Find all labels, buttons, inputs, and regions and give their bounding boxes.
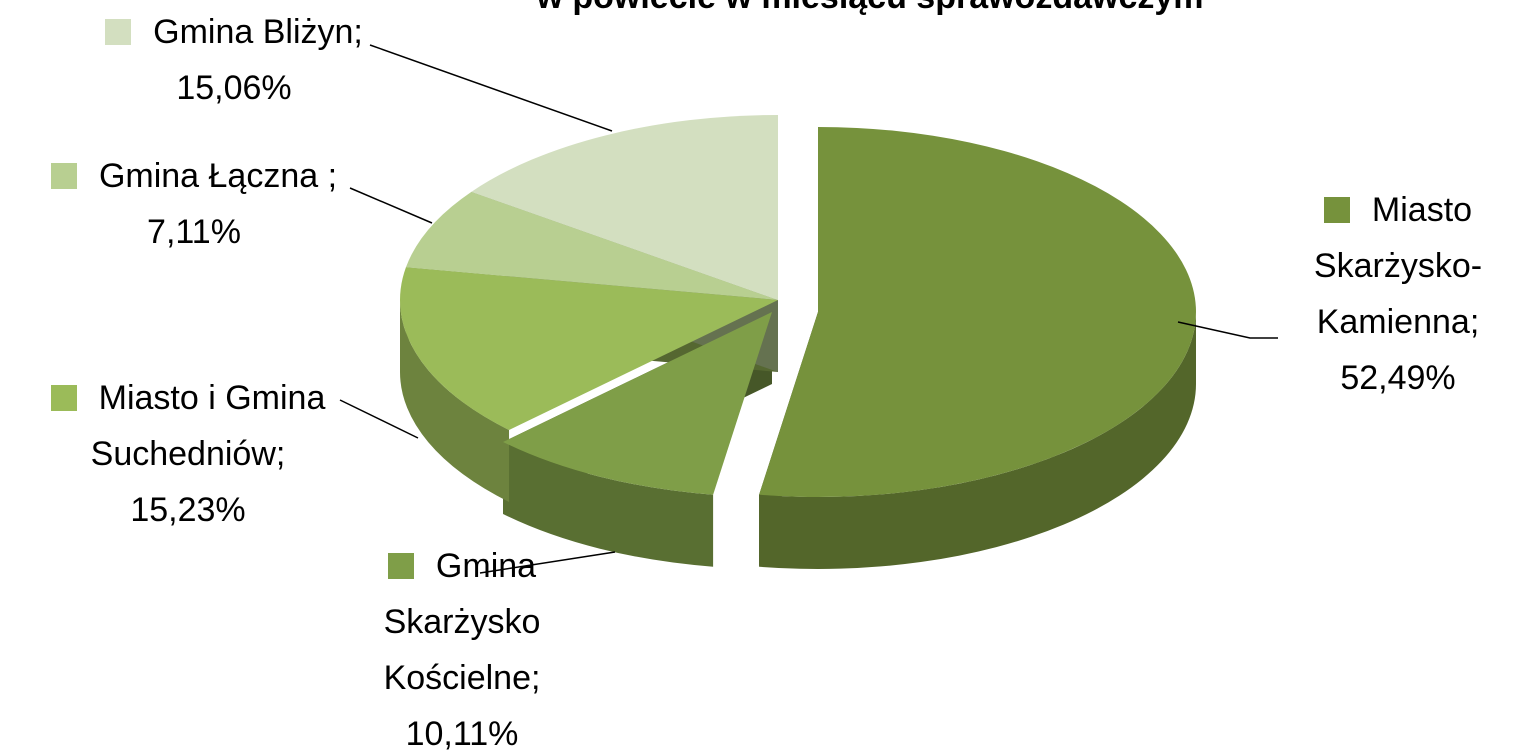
legend-key xyxy=(105,19,132,45)
pie-slice xyxy=(405,191,778,300)
data-label-value: 52,49% xyxy=(1340,359,1456,397)
pie-slice xyxy=(759,127,1196,497)
legend-key xyxy=(50,163,77,189)
data-label-name: Gmina Bliżyn; xyxy=(153,13,363,51)
leader-line xyxy=(479,551,616,574)
leader-line xyxy=(349,187,433,224)
data-label-value: 7,11% xyxy=(147,213,241,251)
pie-slice xyxy=(399,267,778,430)
legend-key xyxy=(387,553,414,579)
slice-side xyxy=(503,441,714,567)
data-label: Miasto Skarżysko-Kamienna; 52,49% xyxy=(1262,182,1534,406)
leader-line xyxy=(1177,321,1278,339)
data-label: Miasto i Gmina Suchedniów; 15,23% xyxy=(8,370,368,538)
data-label: Gmina Skarżysko Kościelne; 10,11% xyxy=(312,538,612,754)
data-label-name: Miasto i Gmina Suchedniów; xyxy=(90,379,326,473)
data-label-name: Gmina Łączna ; xyxy=(98,157,338,195)
slice-side xyxy=(400,300,510,502)
legend-key xyxy=(50,385,77,411)
legend-key xyxy=(1323,197,1350,223)
chart-title: w powiecie w miesiącu sprawozdawczym xyxy=(535,0,1203,16)
data-label-value: 15,23% xyxy=(130,491,246,529)
leader-line xyxy=(369,44,613,132)
data-label-value: 15,06% xyxy=(176,69,292,107)
pie-slice xyxy=(503,312,772,495)
data-label: Gmina Bliżyn; 15,06% xyxy=(64,4,404,116)
data-label-value: 10,11% xyxy=(405,715,519,753)
data-label: Gmina Łączna ; 7,11% xyxy=(8,148,380,260)
data-label-name: Gmina Skarżysko Kościelne; xyxy=(383,547,541,697)
slice-side xyxy=(759,312,1196,569)
data-label-name: Miasto Skarżysko-Kamienna; xyxy=(1313,191,1483,341)
leader-line xyxy=(339,399,419,439)
pie-slice xyxy=(471,115,778,300)
